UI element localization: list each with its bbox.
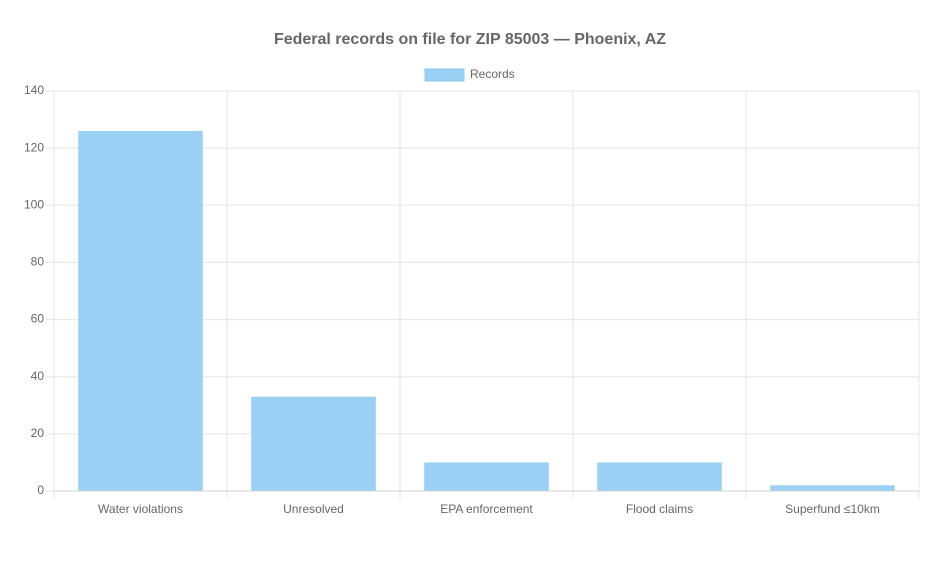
legend-swatch <box>424 68 465 82</box>
bar <box>597 462 722 491</box>
bar <box>251 396 376 491</box>
y-tick-label: 60 <box>31 312 45 326</box>
chart-title: Federal records on file for ZIP 85003 — … <box>274 31 666 48</box>
bar <box>424 462 549 491</box>
bar <box>78 131 203 491</box>
y-tick-label: 40 <box>31 369 45 383</box>
x-tick-label: EPA enforcement <box>440 502 533 516</box>
y-tick-label: 120 <box>24 140 44 154</box>
x-tick-label: Water violations <box>98 502 183 516</box>
y-tick-label: 100 <box>24 197 44 211</box>
x-tick-label: Unresolved <box>283 502 344 516</box>
x-tick-label: Superfund ≤10km <box>785 502 880 516</box>
y-tick-label: 0 <box>37 483 44 497</box>
legend-label: Records <box>470 67 515 81</box>
y-tick-label: 80 <box>31 255 45 269</box>
x-tick-label: Flood claims <box>626 502 693 516</box>
bar <box>770 485 895 491</box>
y-tick-label: 140 <box>24 83 44 97</box>
y-tick-label: 20 <box>31 426 45 440</box>
